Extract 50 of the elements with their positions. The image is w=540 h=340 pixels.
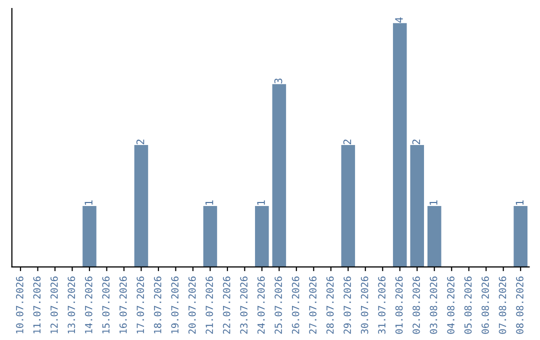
- x-tick-label: 25.07.2026: [274, 276, 282, 334]
- data-label: 2: [136, 140, 144, 144]
- bar: [255, 206, 269, 267]
- data-label: 2: [343, 140, 352, 144]
- x-tick-label: 14.07.2026: [84, 276, 92, 334]
- data-label: 1: [84, 200, 92, 205]
- bar: [427, 206, 442, 267]
- x-tick-label: 03.08.2026: [430, 276, 438, 334]
- bar: [134, 145, 148, 267]
- data-label: 1: [205, 200, 214, 205]
- data-label: 4: [395, 17, 403, 23]
- x-tick-label: 13.07.2026: [68, 276, 76, 334]
- x-tick-label: 15.07.2026: [102, 276, 110, 334]
- x-tick-label: 07.08.2026: [498, 276, 506, 334]
- x-tick-label: 18.07.2026: [154, 276, 162, 334]
- x-tick-label: 06.08.2026: [482, 276, 489, 334]
- x-tick-label: 21.07.2026: [206, 276, 214, 334]
- x-tick-label: 19.07.2026: [171, 276, 179, 334]
- bar: [410, 145, 424, 267]
- x-tick-label: 08.08.2026: [516, 276, 524, 334]
- bar: [272, 84, 286, 267]
- x-tick-label: 16.07.2026: [119, 276, 127, 334]
- x-tick-label: 23.07.2026: [240, 276, 248, 334]
- x-tick-label: 22.07.2026: [222, 276, 230, 334]
- x-tick-label: 20.07.2026: [188, 276, 196, 334]
- x-tick-label: 24.07.2026: [257, 276, 265, 334]
- data-label: 3: [274, 78, 282, 84]
- x-tick-label: 12.07.2026: [50, 276, 58, 334]
- x-tick-label: 01.08.2026: [395, 276, 403, 334]
- data-label: 1: [516, 200, 524, 205]
- bar: [514, 206, 528, 267]
- x-tick-label: 29.07.2026: [344, 276, 351, 334]
- bar: [341, 145, 356, 267]
- bar: [82, 206, 96, 267]
- x-tick-label: 02.08.2026: [412, 276, 420, 334]
- bar: [392, 23, 407, 267]
- x-tick-label: 04.08.2026: [447, 276, 454, 334]
- data-label: 2: [412, 140, 420, 144]
- x-tick-label: 28.07.2026: [326, 276, 334, 334]
- x-tick-label: 26.07.2026: [292, 276, 300, 334]
- x-tick-label: 27.07.2026: [309, 276, 316, 334]
- x-tick-label: 10.07.2026: [16, 276, 24, 334]
- bar: [203, 206, 218, 267]
- x-tick-label: 30.07.2026: [360, 276, 368, 334]
- x-tick-label: 17.07.2026: [136, 276, 144, 334]
- data-label: 1: [257, 200, 265, 205]
- x-tick-label: 31.07.2026: [378, 276, 386, 334]
- x-tick-label: 05.08.2026: [464, 276, 472, 334]
- x-tick-label: 11.07.2026: [33, 276, 41, 334]
- data-label: 1: [430, 200, 438, 205]
